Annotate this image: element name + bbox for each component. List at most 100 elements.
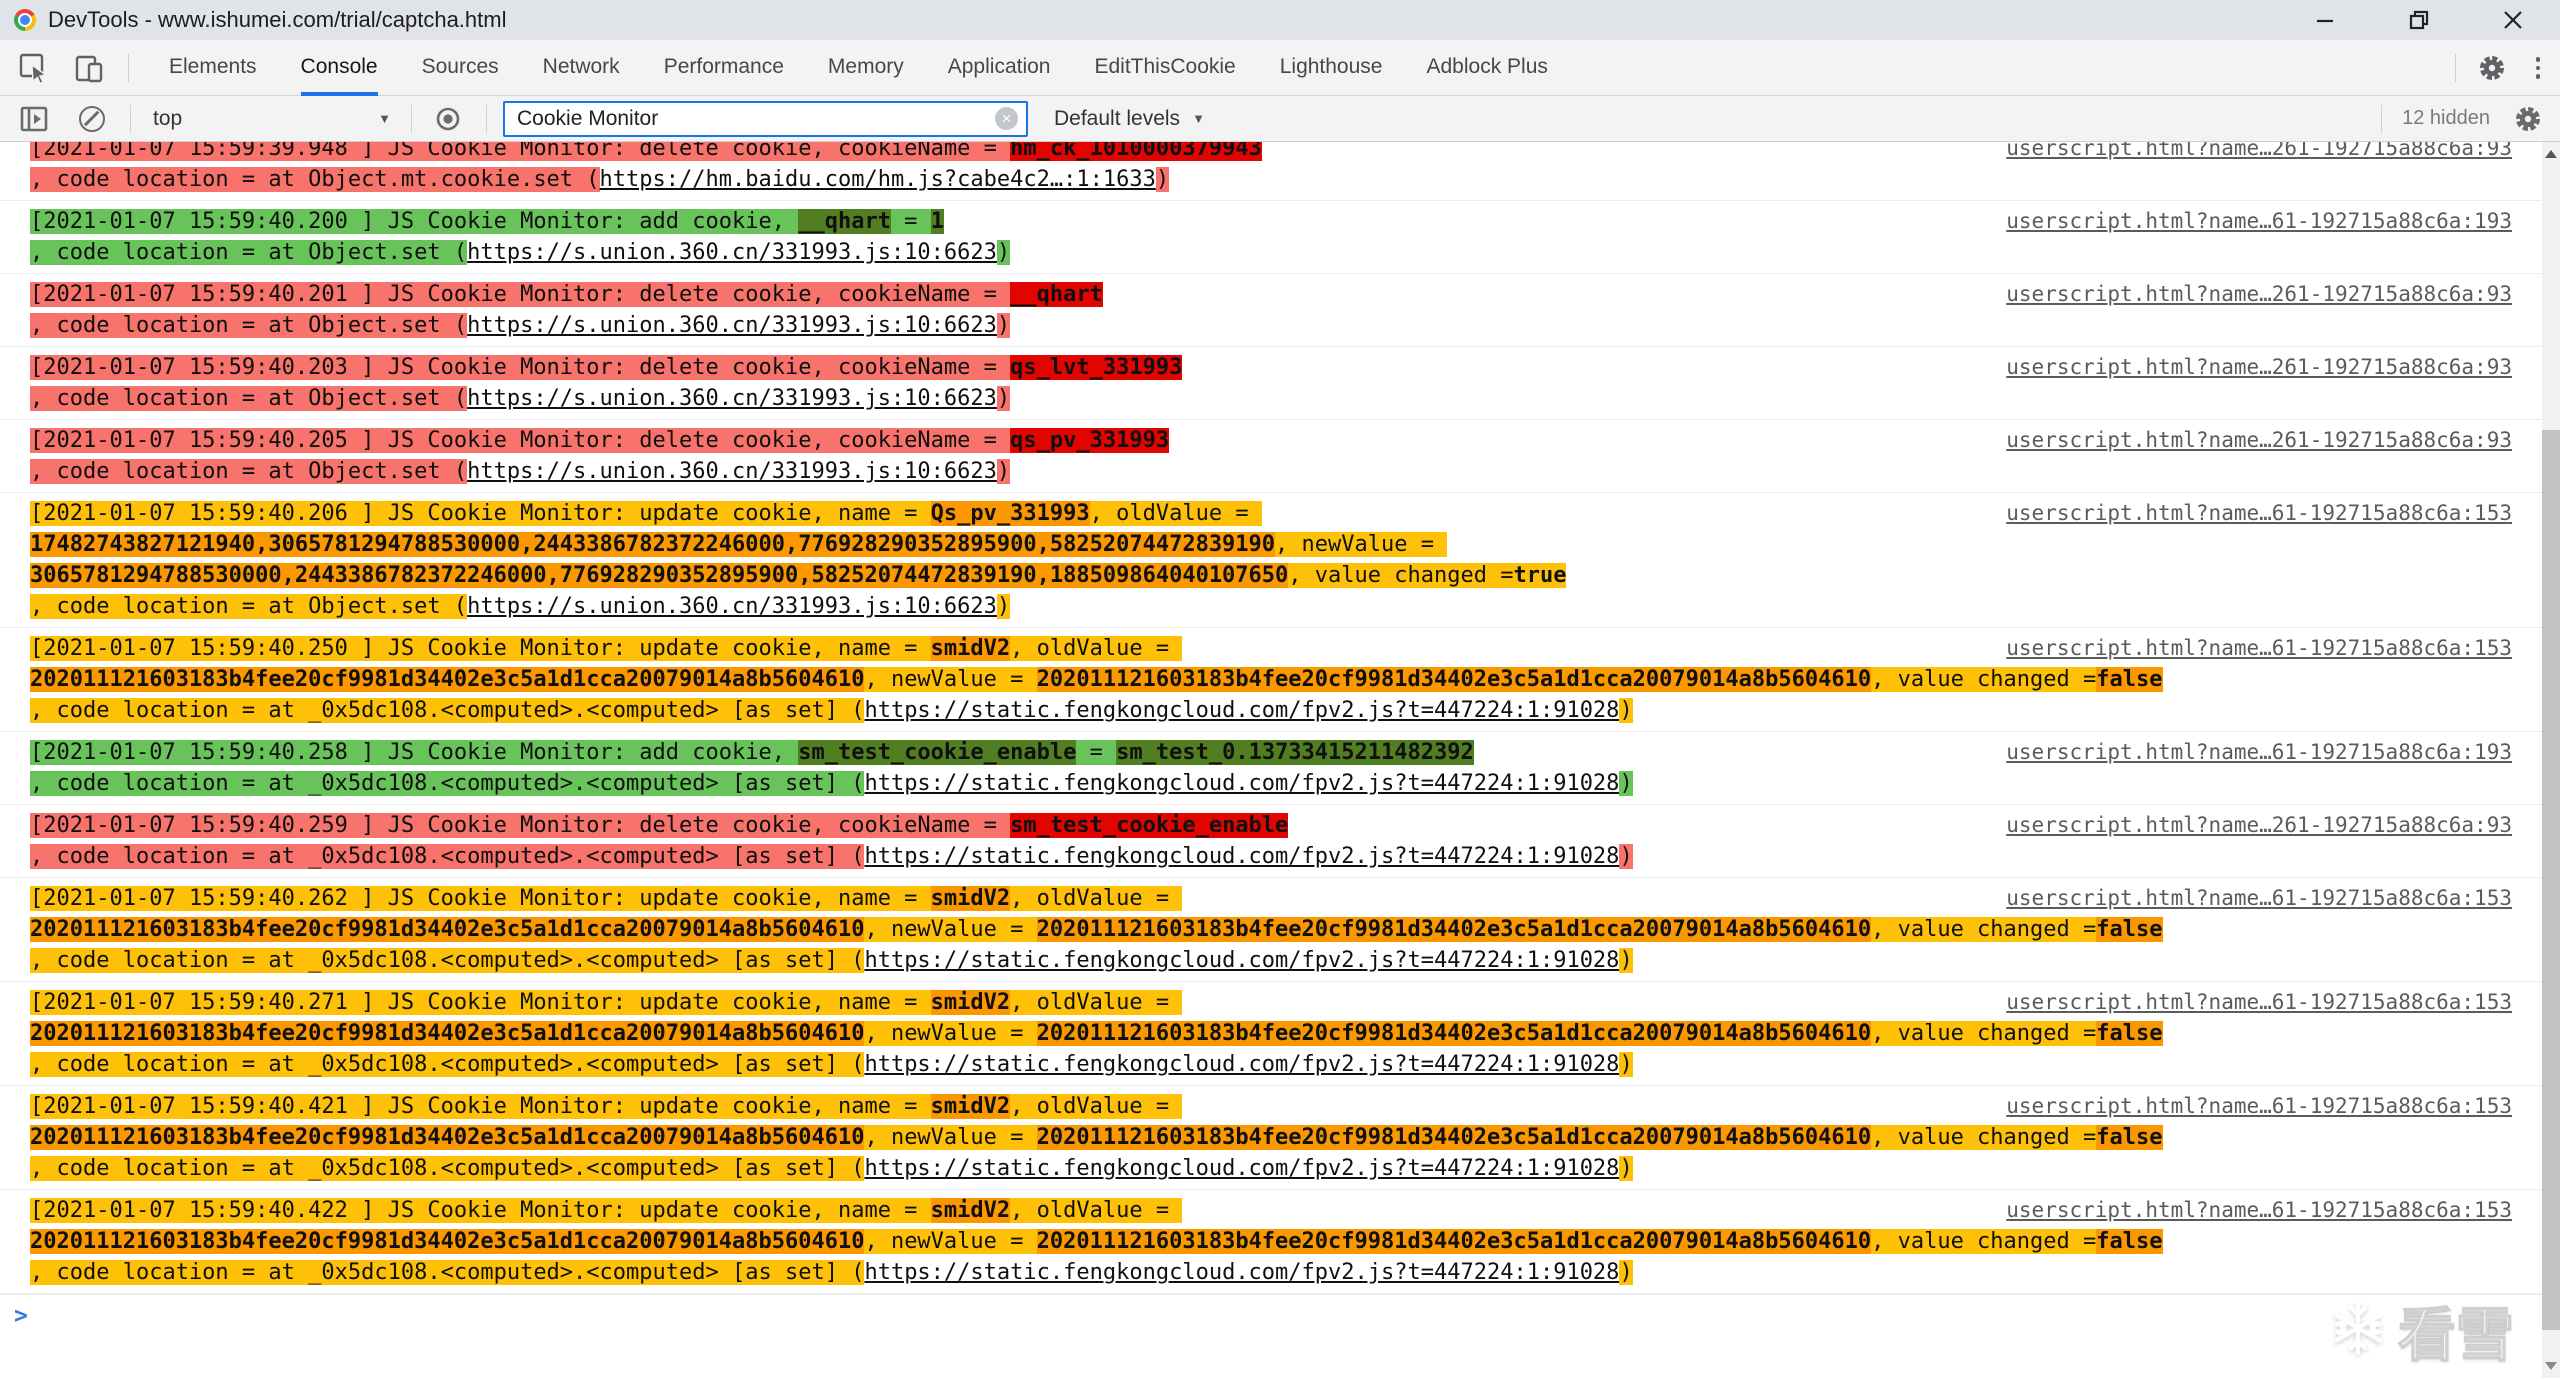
code-location-link[interactable]: https://s.union.360.cn/331993.js:10:6623 — [467, 386, 997, 411]
source-location-link[interactable]: userscript.html?name…61-192715a88c6a:153 — [2006, 498, 2512, 529]
message-segment: false — [2096, 1021, 2162, 1046]
message-segment: 202011121603183b4fee20cf9981d34402e3c5a1… — [30, 667, 864, 692]
message-segment: , code location = at _0x5dc108.<computed… — [30, 1156, 864, 1181]
tab-sources[interactable]: Sources — [422, 40, 499, 96]
console-message-update: userscript.html?name…61-192715a88c6a:153… — [0, 493, 2542, 628]
inspect-element-button[interactable] — [16, 50, 52, 86]
source-location-link[interactable]: userscript.html?name…61-192715a88c6a:193 — [2006, 737, 2512, 768]
scroll-down-icon[interactable] — [2545, 1362, 2557, 1370]
tab-memory[interactable]: Memory — [828, 40, 904, 96]
source-location-link[interactable]: userscript.html?name…61-192715a88c6a:193 — [2006, 206, 2512, 237]
message-segment: , newValue = — [864, 1229, 1036, 1254]
clear-console-icon — [79, 106, 105, 132]
live-expression-button[interactable] — [430, 101, 466, 137]
code-location-link[interactable]: https://s.union.360.cn/331993.js:10:6623 — [467, 459, 997, 484]
frame-context-select[interactable]: top ▼ — [147, 107, 397, 131]
tab-network[interactable]: Network — [543, 40, 620, 96]
message-segment: [2021-01-07 15:59:40.201 ] JS Cookie Mon… — [30, 282, 1010, 307]
code-location-link[interactable]: https://s.union.360.cn/331993.js:10:6623 — [467, 240, 997, 265]
console-sidebar-toggle-button[interactable] — [16, 101, 52, 137]
message-segment: ) — [1619, 771, 1632, 796]
devtools-menu-button[interactable] — [2528, 53, 2549, 83]
message-segment: false — [2096, 1229, 2162, 1254]
code-location-link[interactable]: https://static.fengkongcloud.com/fpv2.js… — [864, 844, 1619, 869]
source-location-link[interactable]: userscript.html?name…61-192715a88c6a:153 — [2006, 1091, 2512, 1122]
message-segment: , value changed = — [1871, 1229, 2096, 1254]
console-prompt[interactable]: > — [0, 1294, 2560, 1329]
source-location-link[interactable]: userscript.html?name…61-192715a88c6a:153 — [2006, 987, 2512, 1018]
source-location-link[interactable]: userscript.html?name…261-192715a88c6a:93 — [2006, 810, 2512, 841]
source-location-link[interactable]: userscript.html?name…261-192715a88c6a:93 — [2006, 279, 2512, 310]
message-segment: , code location = at _0x5dc108.<computed… — [30, 948, 864, 973]
device-toolbar-button[interactable] — [72, 50, 108, 86]
message-segment: smidV2 — [931, 1198, 1010, 1223]
code-location-link[interactable]: https://static.fengkongcloud.com/fpv2.js… — [864, 1052, 1619, 1077]
gear-icon — [2514, 105, 2542, 133]
tab-adblock-plus[interactable]: Adblock Plus — [1426, 40, 1547, 96]
message-segment: , code location = at _0x5dc108.<computed… — [30, 1260, 864, 1285]
message-segment: sm_test_cookie_enable — [1010, 813, 1288, 838]
message-segment: , code location = at Object.set ( — [30, 313, 467, 338]
log-levels-dropdown[interactable]: Default levels ▼ — [1054, 107, 1205, 131]
scrollbar-thumb[interactable] — [2542, 430, 2560, 1330]
source-location-link[interactable]: userscript.html?name…61-192715a88c6a:153 — [2006, 883, 2512, 914]
filter-input-value: Cookie Monitor — [517, 107, 995, 131]
toolbar-separator — [2455, 54, 2456, 82]
clear-console-button[interactable] — [74, 101, 110, 137]
tab-lighthouse[interactable]: Lighthouse — [1280, 40, 1383, 96]
code-location-link[interactable]: https://s.union.360.cn/331993.js:10:6623 — [467, 313, 997, 338]
source-location-link[interactable]: userscript.html?name…61-192715a88c6a:153 — [2006, 1195, 2512, 1226]
minimize-button[interactable] — [2278, 0, 2372, 40]
chrome-logo-icon — [14, 9, 36, 31]
tab-elements[interactable]: Elements — [169, 40, 257, 96]
chevron-down-icon: ▼ — [1192, 111, 1205, 126]
code-location-link[interactable]: https://hm.baidu.com/hm.js?cabe4c2…:1:16… — [600, 167, 1156, 192]
console-filter-input[interactable]: Cookie Monitor × — [503, 101, 1028, 137]
code-location-link[interactable]: https://static.fengkongcloud.com/fpv2.js… — [864, 698, 1619, 723]
message-segment: 202011121603183b4fee20cf9981d34402e3c5a1… — [1037, 1229, 1871, 1254]
tab-application[interactable]: Application — [948, 40, 1051, 96]
vertical-scrollbar[interactable] — [2542, 142, 2560, 1378]
message-segment: ) — [997, 386, 1010, 411]
source-location-link[interactable]: userscript.html?name…261-192715a88c6a:93 — [2006, 142, 2512, 164]
toolbar-separator — [2381, 105, 2382, 133]
chevron-down-icon: ▼ — [378, 111, 391, 126]
source-location-link[interactable]: userscript.html?name…61-192715a88c6a:153 — [2006, 633, 2512, 664]
message-segment: smidV2 — [931, 636, 1010, 661]
close-button[interactable] — [2466, 0, 2560, 40]
tab-performance[interactable]: Performance — [664, 40, 784, 96]
clear-filter-icon[interactable]: × — [995, 107, 1018, 130]
message-segment: 202011121603183b4fee20cf9981d34402e3c5a1… — [30, 1125, 864, 1150]
restore-button[interactable] — [2372, 0, 2466, 40]
snowflake-icon — [2330, 1300, 2386, 1361]
message-segment: , code location = at Object.set ( — [30, 240, 467, 265]
message-segment: smidV2 — [931, 990, 1010, 1015]
code-location-link[interactable]: https://static.fengkongcloud.com/fpv2.js… — [864, 771, 1619, 796]
message-segment: , oldValue = — [1010, 886, 1182, 911]
message-segment: , code location = at Object.set ( — [30, 386, 467, 411]
devtools-tabs: Elements Console Sources Network Performance… — [147, 40, 1570, 96]
message-segment: , code location = at Object.mt.cookie.se… — [30, 167, 600, 192]
tab-console[interactable]: Console — [301, 40, 378, 96]
message-segment: 17482743827121940,3065781294788530000,24… — [30, 532, 1275, 557]
console-settings-button[interactable] — [2510, 101, 2546, 137]
code-location-link[interactable]: https://static.fengkongcloud.com/fpv2.js… — [864, 1260, 1619, 1285]
eye-icon — [432, 107, 464, 131]
message-segment: , value changed = — [1871, 917, 2096, 942]
tab-editthiscookie[interactable]: EditThisCookie — [1094, 40, 1235, 96]
message-segment: 202011121603183b4fee20cf9981d34402e3c5a1… — [30, 1229, 864, 1254]
watermark-text: 看雪 — [2398, 1288, 2514, 1372]
message-segment: = — [1076, 740, 1116, 765]
message-segment: , code location = at _0x5dc108.<computed… — [30, 771, 864, 796]
devtools-settings-button[interactable] — [2474, 50, 2510, 86]
source-location-link[interactable]: userscript.html?name…261-192715a88c6a:93 — [2006, 352, 2512, 383]
console-message-delete: userscript.html?name…261-192715a88c6a:93… — [0, 347, 2542, 420]
source-location-link[interactable]: userscript.html?name…261-192715a88c6a:93 — [2006, 425, 2512, 456]
code-location-link[interactable]: https://s.union.360.cn/331993.js:10:6623 — [467, 594, 997, 619]
scroll-up-icon[interactable] — [2545, 150, 2557, 158]
code-location-link[interactable]: https://static.fengkongcloud.com/fpv2.js… — [864, 948, 1619, 973]
console-message-add: userscript.html?name…61-192715a88c6a:193… — [0, 201, 2542, 274]
code-location-link[interactable]: https://static.fengkongcloud.com/fpv2.js… — [864, 1156, 1619, 1181]
window-titlebar: DevTools - www.ishumei.com/trial/captcha… — [0, 0, 2560, 40]
message-segment: false — [2096, 917, 2162, 942]
